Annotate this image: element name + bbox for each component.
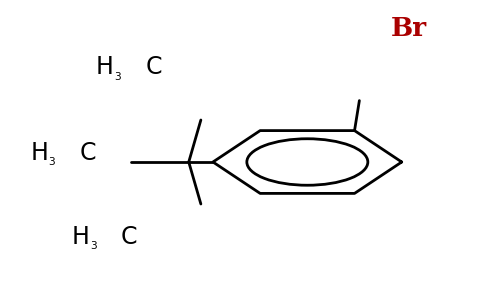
Text: $_3$: $_3$ [114, 68, 122, 82]
Text: C: C [121, 225, 137, 249]
Text: C: C [145, 56, 162, 80]
Text: C: C [80, 141, 96, 165]
Text: Br: Br [391, 16, 427, 41]
Text: H: H [96, 56, 114, 80]
Text: $_3$: $_3$ [90, 237, 98, 252]
Text: H: H [72, 225, 90, 249]
Text: H: H [30, 141, 48, 165]
Text: $_3$: $_3$ [48, 153, 57, 168]
